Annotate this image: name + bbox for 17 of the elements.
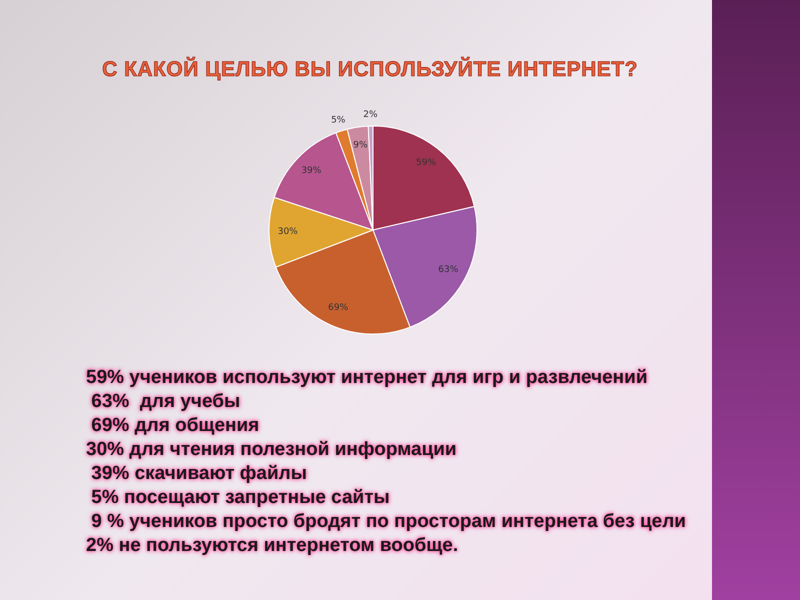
data-label: 63% xyxy=(438,265,459,276)
data-label: 59% xyxy=(416,158,437,168)
chart-title: С КАКОЙ ЦЕЛЬЮ ВЫ ИСПОЛЬЗУЙТЕ ИНТЕРНЕТ? xyxy=(101,58,639,82)
text: 39% скачивают файлы xyxy=(90,462,308,486)
data-label: 69% xyxy=(328,302,349,313)
data-label: 39% xyxy=(301,166,322,176)
text: 30% для чтения полезной информации xyxy=(86,438,458,462)
text: 2% не пользуются интернетом вообще. xyxy=(86,534,460,558)
data-label: 30% xyxy=(278,226,298,237)
text: 9 % учеников просто бродят по просторам интернета без цели xyxy=(90,510,687,534)
text: 59% учеников используют интернет для игр и развлечений xyxy=(86,366,649,390)
text: 63% для учебы xyxy=(90,390,242,414)
text: 69% для общения xyxy=(90,414,260,438)
data-label: 5% xyxy=(331,115,346,126)
data-label: 2% xyxy=(363,110,378,120)
text: 5% посещают запретные сайты xyxy=(90,486,391,510)
data-label: 9% xyxy=(353,140,368,151)
